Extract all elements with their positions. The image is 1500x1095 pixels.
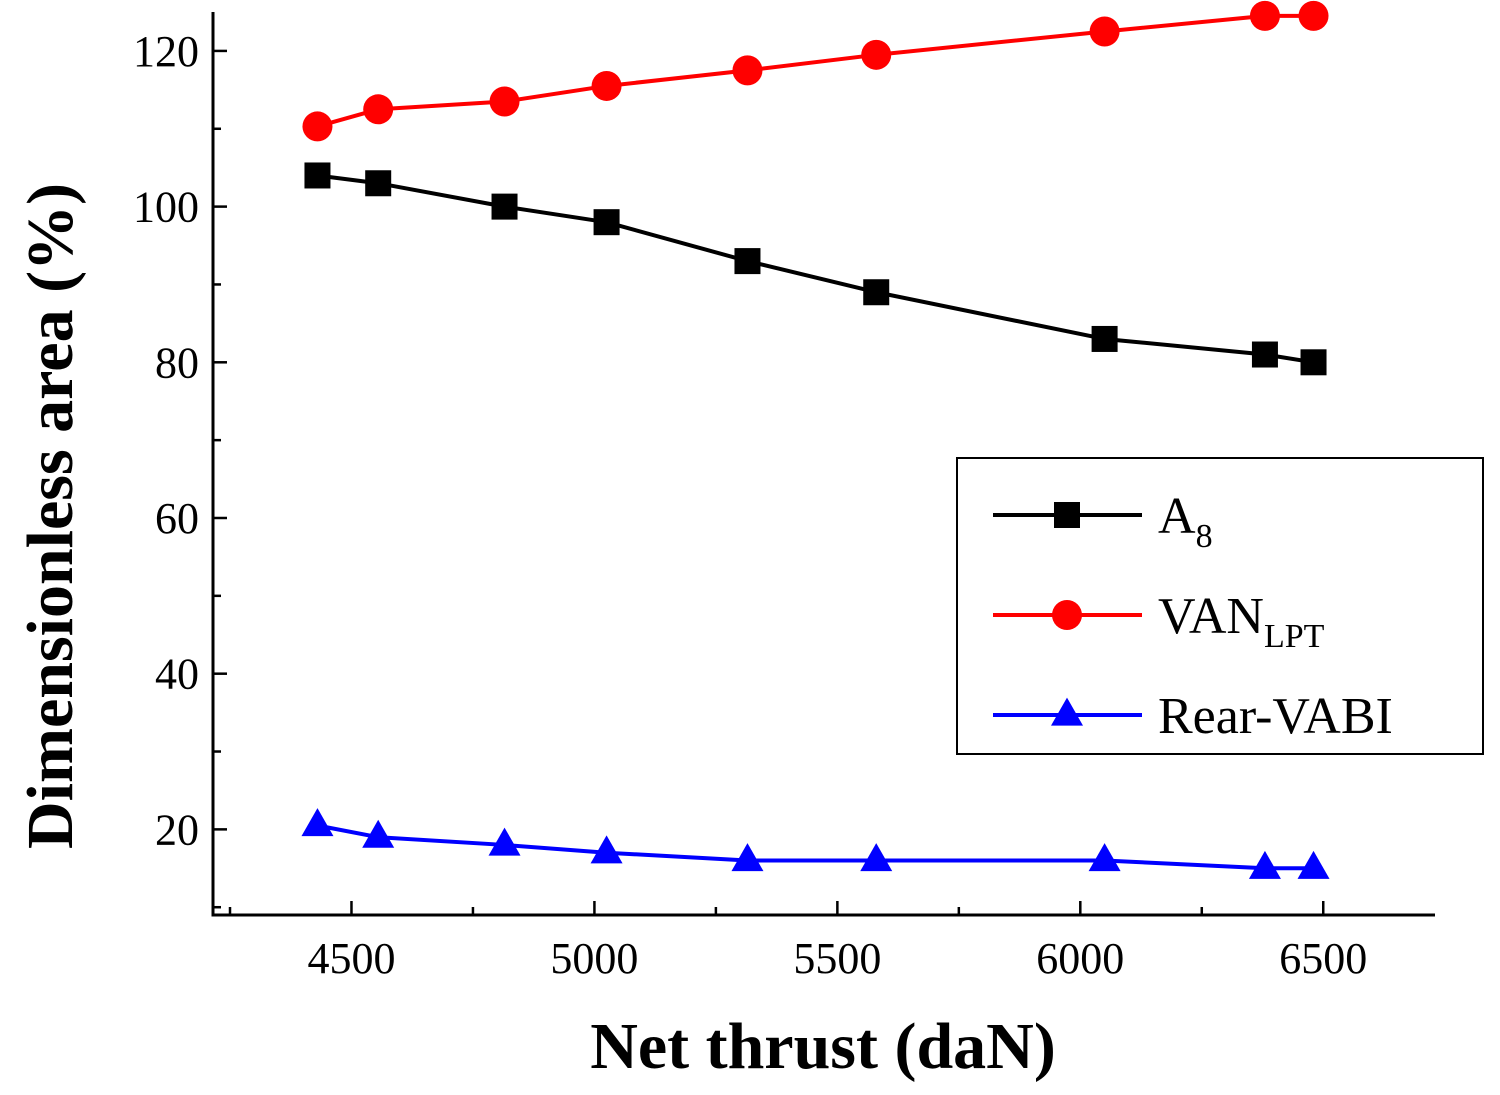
legend-marker: [1052, 600, 1082, 630]
data-point: [731, 843, 764, 872]
data-point: [1300, 349, 1327, 376]
y-axis-title: Dimensionless area (%): [14, 183, 87, 849]
data-point: [593, 209, 620, 236]
y-tick-label: 60: [155, 494, 199, 543]
y-tick-label: 100: [133, 183, 199, 232]
data-point: [1298, 0, 1329, 31]
data-point: [861, 39, 892, 70]
data-point: [491, 193, 518, 220]
y-tick-label: 120: [133, 27, 199, 76]
x-tick-label: 5500: [793, 934, 881, 983]
legend-item: Rear-VABI: [993, 688, 1393, 745]
data-point: [732, 55, 763, 86]
data-point: [489, 86, 520, 117]
data-point: [590, 835, 623, 864]
data-point: [365, 170, 392, 197]
axes: 4500 5000 5500 6000 6500 20 40 60 80 100 120: [133, 12, 1435, 983]
y-tick-label: 80: [155, 338, 199, 387]
data-point: [734, 248, 761, 275]
x-tick-label: 6500: [1279, 934, 1367, 983]
data-point: [860, 843, 893, 872]
data-point: [301, 808, 334, 837]
series-a: [304, 162, 1327, 376]
legend-marker: [1051, 697, 1083, 726]
series-line: [317, 823, 1314, 871]
data-point: [1251, 341, 1278, 368]
x-tick-label: 5000: [550, 934, 638, 983]
legend-subscript: LPT: [1264, 618, 1325, 655]
legend-box: [956, 457, 1484, 755]
data-point: [1297, 850, 1330, 879]
series-van: [302, 0, 1329, 142]
y-tick-label: 40: [155, 650, 199, 699]
data-point: [362, 819, 395, 848]
legend-item: VANLPT: [993, 588, 1325, 655]
data-point: [1249, 0, 1280, 31]
data-point: [1248, 850, 1281, 879]
legend-label: Rear-VABI: [1158, 688, 1393, 745]
legend-subscript: 8: [1196, 518, 1213, 555]
series-rear-vabi: [301, 808, 1330, 879]
series-line: [316, 13, 1314, 129]
legend-marker: [1054, 502, 1080, 528]
plot-area: [301, 0, 1330, 879]
data-point: [1088, 843, 1121, 872]
y-tick-label: 20: [155, 805, 199, 854]
data-point: [363, 94, 394, 125]
data-point: [488, 827, 521, 856]
series-line: [317, 173, 1314, 365]
data-point: [302, 111, 333, 142]
data-point: [1091, 325, 1118, 352]
x-tick-label: 4500: [307, 934, 395, 983]
legend-label: VANLPT: [1158, 588, 1325, 655]
data-point: [304, 162, 331, 189]
data-point: [591, 70, 622, 101]
x-axis-title: Net thrust (daN): [590, 1010, 1056, 1083]
x-tick-label: 6000: [1036, 934, 1124, 983]
data-point: [863, 279, 890, 306]
data-point: [1089, 16, 1120, 47]
